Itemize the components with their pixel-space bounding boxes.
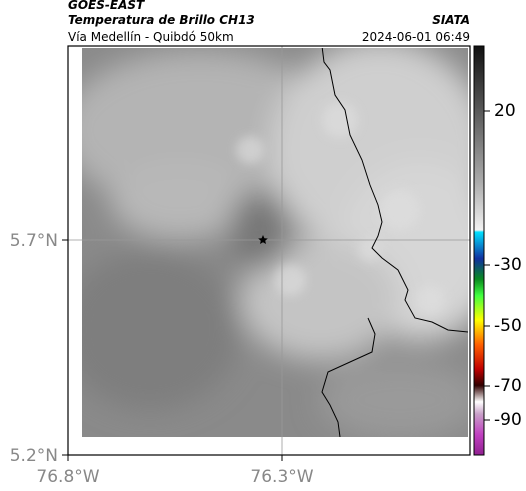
colorbar-tick-label: -90 [494,410,522,430]
agency: SIATA [432,13,470,27]
timestamp: 2024-06-01 06:49 [362,30,470,44]
lon-tick-label: 76.3°W [250,467,313,487]
lat-tick-label: 5.7°N [10,231,58,251]
source: GOES-EAST [68,0,145,12]
colorbar-tick-label: -50 [494,316,522,336]
satellite-image [82,48,468,437]
route: Vía Medellín - Quibdó 50km [68,30,234,44]
title: Temperatura de Brillo CH13 [68,13,255,27]
location-marker [258,235,268,244]
colorbar [473,45,485,456]
map-frame [67,45,471,456]
colorbar-tick-label: -70 [494,376,522,396]
lat-tick-label: 5.2°N [10,446,58,466]
border-line [321,48,468,437]
colorbar-tick-label: 20 [494,101,516,121]
lon-tick-label: 76.8°W [36,467,99,487]
colorbar-tick-label: -30 [494,255,522,275]
